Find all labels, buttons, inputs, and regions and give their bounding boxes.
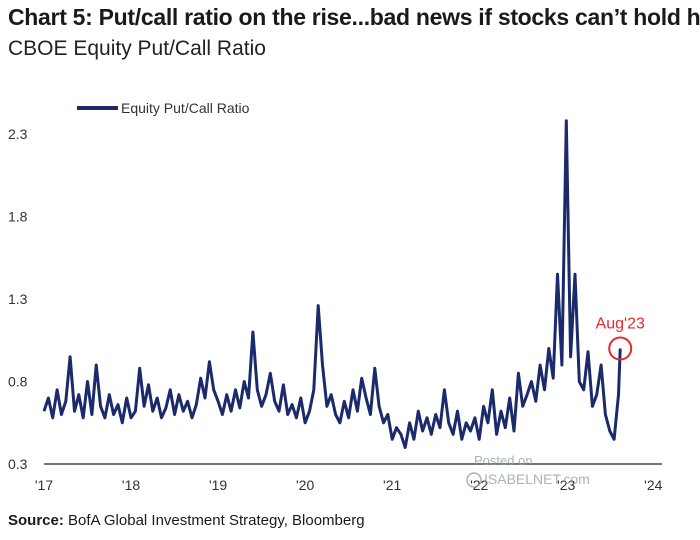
- source-text: BofA Global Investment Strategy, Bloombe…: [68, 512, 365, 529]
- watermark-line1: Posted on: [474, 453, 533, 468]
- x-tick-label: '19: [209, 477, 227, 493]
- series-line-equity-put-call-ratio: [42, 119, 622, 449]
- chart-title: Chart 5: Put/call ratio on the rise...ba…: [8, 4, 700, 30]
- x-tick-label: '20: [296, 477, 314, 493]
- x-tick-label: '21: [383, 477, 401, 493]
- y-tick-label: 0.3: [8, 456, 28, 472]
- chart-subtitle: CBOE Equity Put/Call Ratio: [8, 37, 266, 60]
- source-note: Source: BofA Global Investment Strategy,…: [8, 512, 365, 529]
- annotation-label: Aug'23: [596, 316, 645, 333]
- annotation-circle-marker: [608, 336, 633, 361]
- x-tick-label: '24: [644, 477, 662, 493]
- legend: Equity Put/Call Ratio: [77, 100, 250, 116]
- y-tick-label: 1.3: [8, 291, 28, 307]
- annotation-aug23: Aug'23: [596, 316, 645, 361]
- watermark-line2: ISABELNET.com: [484, 471, 590, 487]
- y-tick-label: 2.3: [8, 126, 28, 142]
- y-tick-label: 0.8: [8, 374, 28, 390]
- watermark: Posted on ISABELNET.com: [466, 453, 590, 488]
- source-label: Source:: [8, 512, 64, 529]
- x-tick-label: '23: [557, 477, 575, 493]
- y-tick-label: 1.8: [8, 209, 28, 225]
- x-tick-label: '18: [122, 477, 140, 493]
- legend-label: Equity Put/Call Ratio: [121, 100, 250, 116]
- watermark-globe-icon: [466, 472, 482, 488]
- x-tick-label: '17: [35, 477, 53, 493]
